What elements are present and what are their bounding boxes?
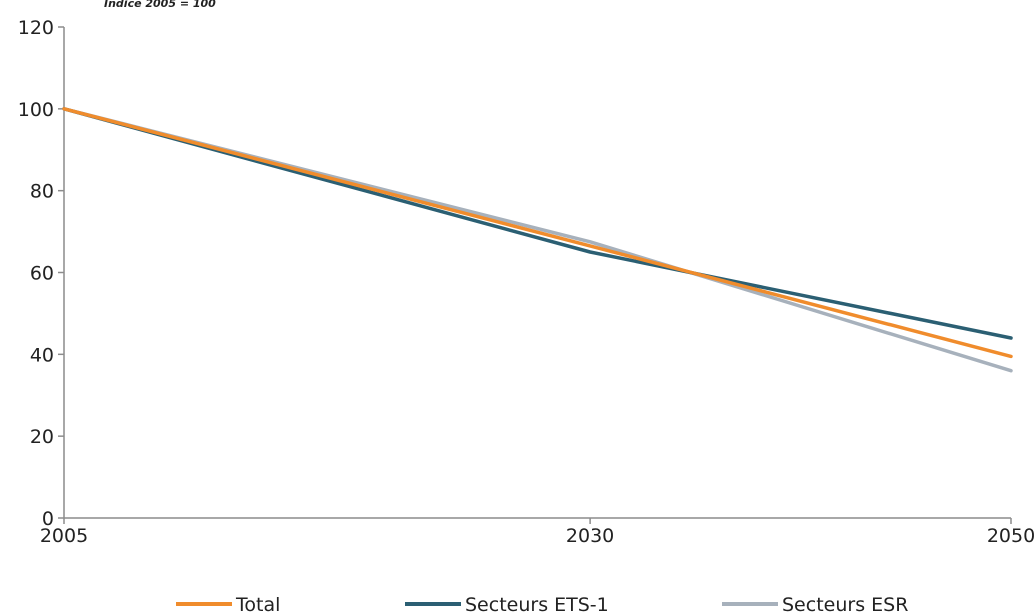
legend-label-secteurs-esr: Secteurs ESR	[782, 594, 908, 615]
y-tick-label: 120	[18, 17, 54, 39]
y-tick-label: 0	[42, 508, 54, 530]
series-line-secteurs-ets-1	[62, 107, 1013, 340]
series-lines	[62, 107, 1013, 373]
axes: 0 20 40 60 80 100 120 2005 2030 2050	[18, 17, 1034, 547]
y-tick-label: 60	[30, 263, 54, 285]
legend-label-total: Total	[235, 594, 280, 615]
x-tick-label: 2030	[566, 525, 614, 547]
chart-subtitle: Indice 2005 = 100	[104, 0, 216, 10]
y-tick-label: 100	[18, 99, 54, 121]
x-tick-label: 2005	[40, 525, 88, 547]
legend-label-secteurs-ets-1: Secteurs ETS-1	[465, 594, 609, 615]
y-tick-label: 40	[30, 344, 54, 366]
x-tick-label: 2050	[987, 525, 1034, 547]
y-tick-label: 20	[30, 426, 54, 448]
y-tick-label: 80	[30, 181, 54, 203]
series-line-total	[62, 107, 1013, 359]
legend: Total Secteurs ETS-1 Secteurs ESR	[176, 594, 908, 615]
